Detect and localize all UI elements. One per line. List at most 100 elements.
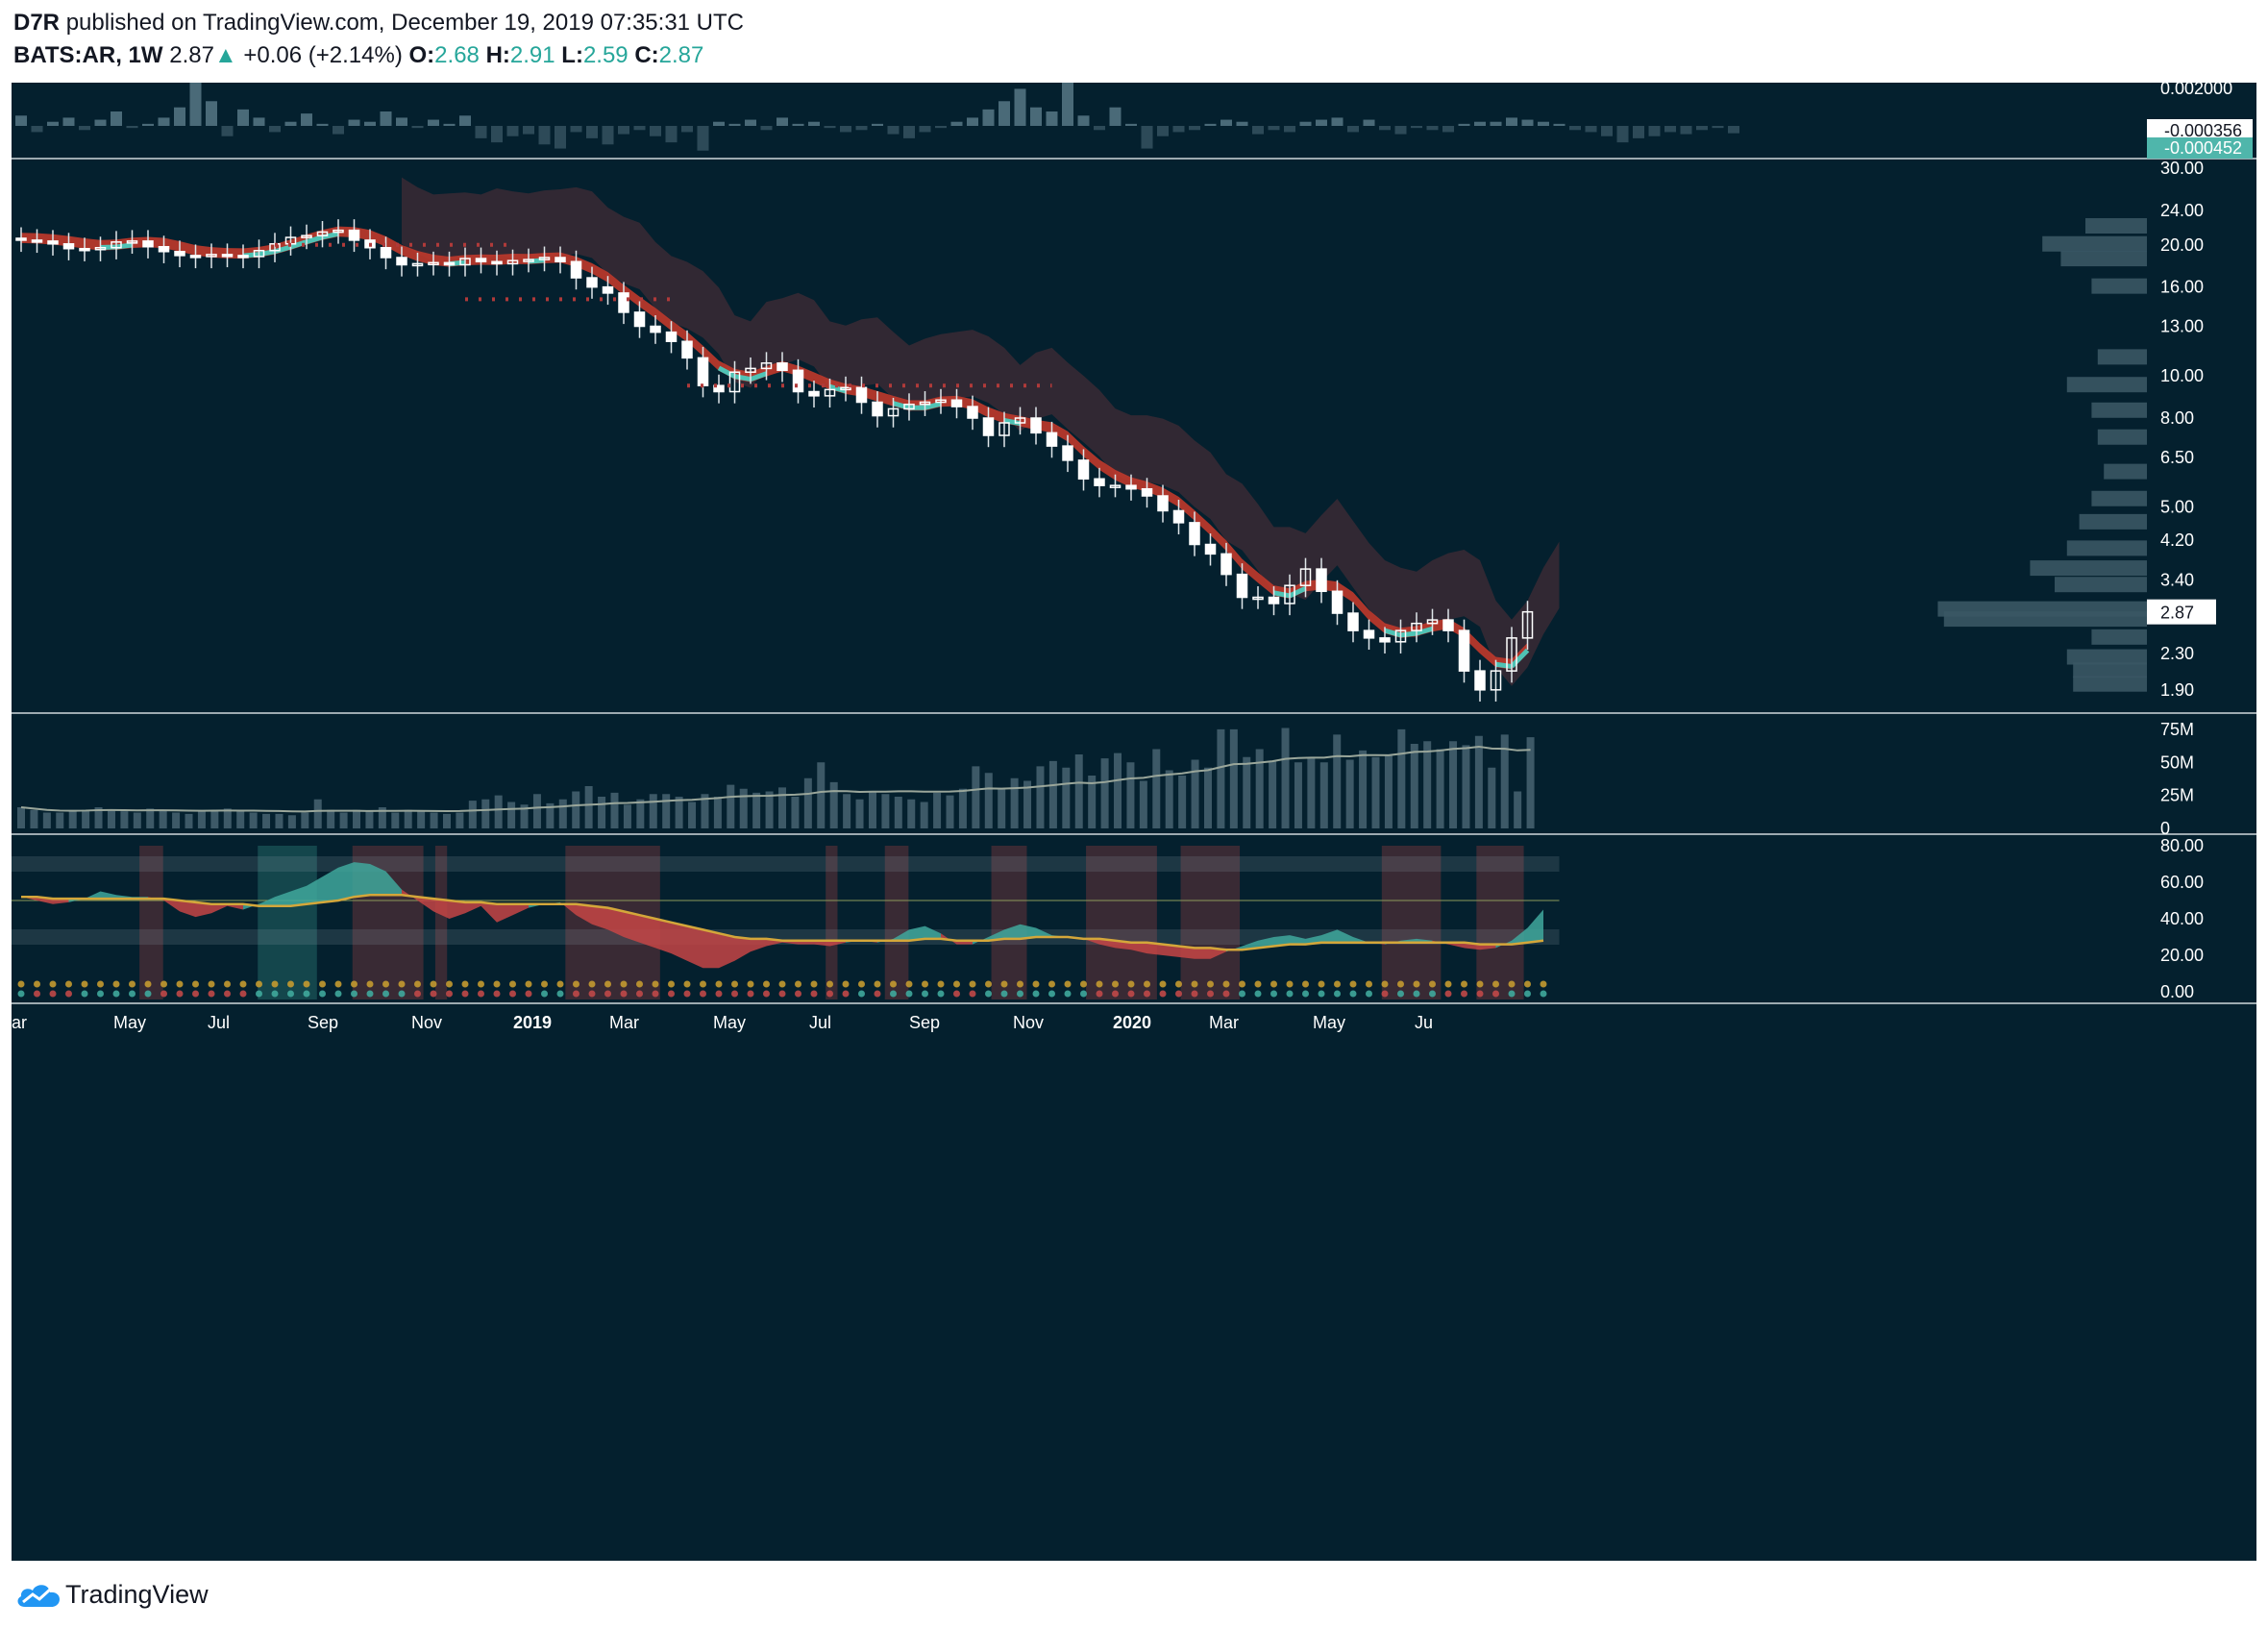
rsi-dot	[1032, 990, 1040, 998]
rsi-dot	[858, 980, 865, 988]
candle-body	[1141, 487, 1153, 497]
oscillator-bar	[1284, 126, 1295, 133]
candle-body	[1189, 522, 1200, 546]
candle-body	[1094, 478, 1105, 486]
volume-tick-label: 75M	[2160, 720, 2194, 739]
last-price-badge-text: 2.87	[2160, 604, 2194, 623]
rsi-dot	[1175, 980, 1182, 988]
candle-body	[998, 422, 1010, 436]
rsi-fill-segment	[576, 903, 592, 925]
oscillator-bar	[1125, 123, 1137, 126]
candle-body	[872, 401, 883, 417]
oscillator-bar	[950, 121, 963, 126]
rsi-dot	[382, 990, 389, 998]
candle-body	[1204, 543, 1217, 555]
candle-body	[602, 285, 614, 294]
candle-body	[158, 245, 170, 253]
rsi-dot	[715, 980, 723, 988]
time-tick-label: Ju	[1415, 1013, 1433, 1032]
oscillator-bar	[855, 126, 868, 131]
candle-body	[1220, 553, 1232, 576]
oscillator-bar	[189, 83, 202, 126]
oscillator-bar	[301, 113, 312, 126]
volume-bar	[172, 812, 181, 828]
volume-profile-bar	[2097, 349, 2147, 365]
volume-bar	[1526, 737, 1535, 828]
rsi-fill-segment	[180, 900, 196, 918]
rsi-fill-segment	[1195, 948, 1211, 959]
symbol-label[interactable]: BATS:AR, 1W	[13, 42, 163, 68]
volume-bar	[339, 812, 348, 828]
tradingview-brand[interactable]: TradingView	[65, 1580, 209, 1609]
time-tick-label: Nov	[1013, 1013, 1044, 1032]
rsi-dot	[747, 980, 754, 988]
rsi-signal-zone	[1476, 846, 1524, 999]
tradingview-cloud-icon[interactable]	[13, 1578, 63, 1611]
candle-body	[808, 390, 820, 397]
ma-bull-segment	[259, 249, 276, 258]
oscillator-bar	[1252, 126, 1264, 135]
rsi-dot	[1413, 990, 1420, 998]
candle-body	[1458, 629, 1470, 672]
oscillator-bar	[1633, 126, 1644, 138]
rsi-dot	[715, 990, 723, 998]
rsi-tick-label: 80.00	[2160, 836, 2204, 855]
rsi-dot	[1064, 980, 1072, 988]
rsi-dot	[256, 990, 262, 998]
rsi-fill-segment	[1131, 942, 1147, 954]
rsi-dot	[112, 980, 120, 988]
rsi-dot	[541, 990, 548, 998]
rsi-dot	[937, 990, 945, 998]
rsi-dot	[604, 980, 611, 988]
volume-bar	[1023, 780, 1032, 828]
volume-bar	[558, 799, 567, 828]
rsi-dot	[192, 980, 199, 988]
oscillator-bar	[1411, 126, 1422, 129]
oscillator-bar	[142, 123, 154, 126]
rsi-dot	[144, 990, 152, 998]
last-price: 2.87	[169, 42, 214, 68]
oscillator-bar	[1347, 126, 1359, 133]
oscillator-bar	[555, 126, 566, 149]
rsi-dot	[1191, 990, 1198, 998]
volume-bar	[881, 794, 890, 828]
rsi-fill-segment	[433, 899, 450, 919]
candle-body	[887, 407, 900, 417]
rsi-dot	[398, 980, 406, 988]
rsi-dot	[34, 980, 40, 988]
rsi-dot	[49, 980, 57, 988]
volume-bar	[94, 807, 103, 828]
rsi-dot	[985, 990, 992, 998]
rsi-dot	[604, 990, 611, 998]
rsi-dot	[1429, 990, 1436, 998]
price-tick-label: 1.90	[2160, 680, 2194, 700]
oscillator-bar	[1189, 126, 1200, 131]
rsi-dot	[636, 990, 643, 998]
oscillator-bar	[665, 126, 678, 143]
oscillator-bar	[1204, 123, 1217, 126]
rsi-fill-segment	[1210, 948, 1226, 959]
oscillator-bar	[1141, 126, 1153, 149]
rsi-band	[12, 856, 1560, 872]
oscillator-bar	[792, 123, 804, 126]
volume-bar	[262, 813, 271, 828]
oscillator-bar	[491, 126, 503, 143]
chart-area[interactable]: 0.002000 -0.000356 -0.000452 30.00 24.00 20.0…	[12, 83, 2256, 1561]
rsi-dot	[65, 990, 72, 998]
volume-bar	[933, 792, 942, 828]
volume-bar	[365, 811, 374, 828]
volume-bar	[572, 791, 580, 828]
volume-profile-bar	[2060, 251, 2147, 267]
rsi-dot	[1191, 980, 1198, 988]
rsi-dot	[620, 990, 628, 998]
low-label: L:	[561, 42, 583, 68]
rsi-dot	[414, 990, 421, 998]
time-tick-label: Sep	[909, 1013, 940, 1032]
rsi-dot	[525, 980, 532, 988]
rsi-dot	[81, 980, 88, 988]
publisher-name[interactable]: D7R	[13, 10, 61, 36]
oscillator-bar	[570, 126, 582, 133]
rsi-dot	[287, 980, 294, 988]
rsi-fill-segment	[624, 911, 640, 943]
